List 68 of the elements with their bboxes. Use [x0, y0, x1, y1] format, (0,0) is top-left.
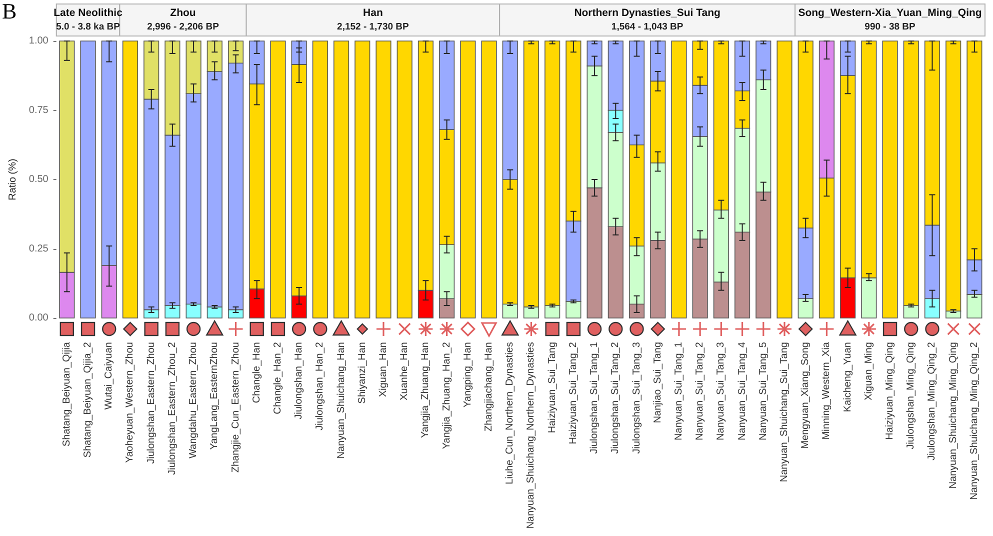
x-tick-label: Nanyuan_Sui_Tang_3: [716, 342, 727, 440]
x-tick-label: Shiyanzi_Han: [356, 342, 368, 404]
bar: [270, 40, 286, 318]
x-tick-label: Yaoheyuan_Western_Zhou: [124, 342, 136, 463]
bar: [396, 40, 412, 318]
x-tick-label: Nanyuan_Shuichang_Han: [336, 342, 347, 459]
text: Late Neolithic 5.0 - 3.8 ka BP: [54, 7, 123, 32]
text: Song_Western-Xia_Yuan_Ming_Qing 990 - 38 BP: [798, 7, 982, 32]
x-tick-label: Zhangjie_Cun_Eastern_Zhou: [230, 342, 242, 473]
x-tick-label: Shatang_Beiyuan_Qijia_2: [82, 342, 94, 458]
x-tick-label: Jiulongshan_Sui_Tang_1: [589, 342, 600, 454]
bar: [312, 40, 328, 318]
x-tick-label: Haiziyuan_Sui_Tang: [546, 342, 558, 434]
x-tick-label: Xuanhe_Han: [399, 342, 410, 400]
x-tick-label: Zhangjiachang_Han: [484, 342, 495, 432]
bar: [460, 40, 476, 318]
x-tick-label: Yangjia_Zhuang_Han: [420, 342, 432, 438]
x-tick-label: Jiulongshan_Ming_Qing_2: [926, 342, 938, 460]
x-tick-label: Nanyuan_Shuichang_Northern_Dynasties: [526, 342, 537, 529]
y-tick-label: 1.00: [28, 36, 49, 46]
x-tick-label: Jiulongshan_Han: [294, 342, 305, 420]
x-tick-label: Jiulongshan_Sui_Tang_2: [610, 342, 622, 454]
y-tick-label: 0.50: [28, 174, 49, 185]
x-tick-label: Jiulongshan_Eastern_Zhou_2: [166, 342, 178, 475]
y-axis-title: Ratio (%): [8, 158, 18, 200]
x-tick-label: Haiziyuan_Ming_Qing: [884, 342, 896, 440]
x-tick-label: Xiguan_Han: [378, 342, 389, 398]
x-tick-label: Kaicheng_Yuan: [842, 342, 854, 412]
x-tick-label: Wutai_Caiyuan: [104, 342, 115, 410]
text: Han 2,152 - 1,730 BP: [337, 7, 410, 32]
bar: [354, 40, 370, 318]
bar: [481, 40, 497, 318]
text: Zhou 2,996 - 2,206 BP: [147, 7, 220, 32]
x-tick-label: Nanyuan_Shuichang_Ming_Qing_2: [968, 342, 980, 500]
y-tick-label: 0.75: [28, 104, 49, 116]
bar: [80, 40, 96, 318]
x-tick-label: Jiulongshan_Ming_Qing: [906, 342, 917, 450]
x-tick-label: Yangjia_Zhuang_Han_2: [441, 342, 452, 450]
x-tick-label: Liuhe_Cun_Northern_Dynasties: [504, 342, 516, 484]
x-tick-label: Nanyuan_Shuichang_Sui_Tang: [779, 342, 790, 482]
x-tick-label: Yangping_Han: [462, 342, 474, 408]
text: B: [2, 0, 17, 24]
x-tick-label: Nanyuan_Sui_Tang_5: [758, 342, 769, 440]
x-tick-label: Minning_Western_Xia: [821, 342, 832, 440]
x-tick-label: Xiguan_Ming: [863, 342, 874, 400]
bar: [776, 40, 792, 318]
x-tick-label: Haiziyuan_Sui_Tang_2: [568, 342, 579, 444]
x-tick-label: Shatang_Beiyuan_Qijia: [61, 342, 72, 447]
x-tick-label: Nanyuan_Shuichang_Ming_Qing: [948, 342, 959, 489]
x-tick-label: Jiulongshan_Sui_Tang_3: [631, 342, 642, 454]
x-tick-label: Nanyuan_Sui_Tang_2: [694, 342, 706, 440]
text: Northern Dynasties_Sui Tang 1,564 - 1,043 BP: [574, 7, 720, 32]
x-tick-label: Wangdahu_Eastern_Zhou: [188, 342, 200, 458]
bar: [671, 40, 687, 318]
x-tick-label: Nanyuan_Sui_Tang_4: [736, 342, 748, 440]
x-tick-label: Mengyuan_Xiang_Song: [800, 342, 812, 449]
bar: [376, 40, 392, 318]
x-tick-label: Nanyuan_Sui_Tang_1: [673, 342, 684, 440]
x-tick-label: YangLang_EasternZhou: [209, 342, 220, 450]
bar: [122, 40, 138, 318]
x-tick-label: Jiulongshan_Eastern_Zhou: [146, 342, 157, 464]
x-tick-label: Changle_Han_2: [272, 342, 284, 414]
x-tick-label: Changle_Han: [251, 342, 262, 404]
y-tick-label: 0.00: [28, 312, 49, 324]
x-tick-label: Nanjiao_Sui_Tang: [652, 342, 664, 424]
y-tick-label: 0.25: [28, 243, 49, 254]
x-tick-label: Jiulongshan_Han_2: [314, 342, 326, 430]
bar: [882, 40, 898, 318]
